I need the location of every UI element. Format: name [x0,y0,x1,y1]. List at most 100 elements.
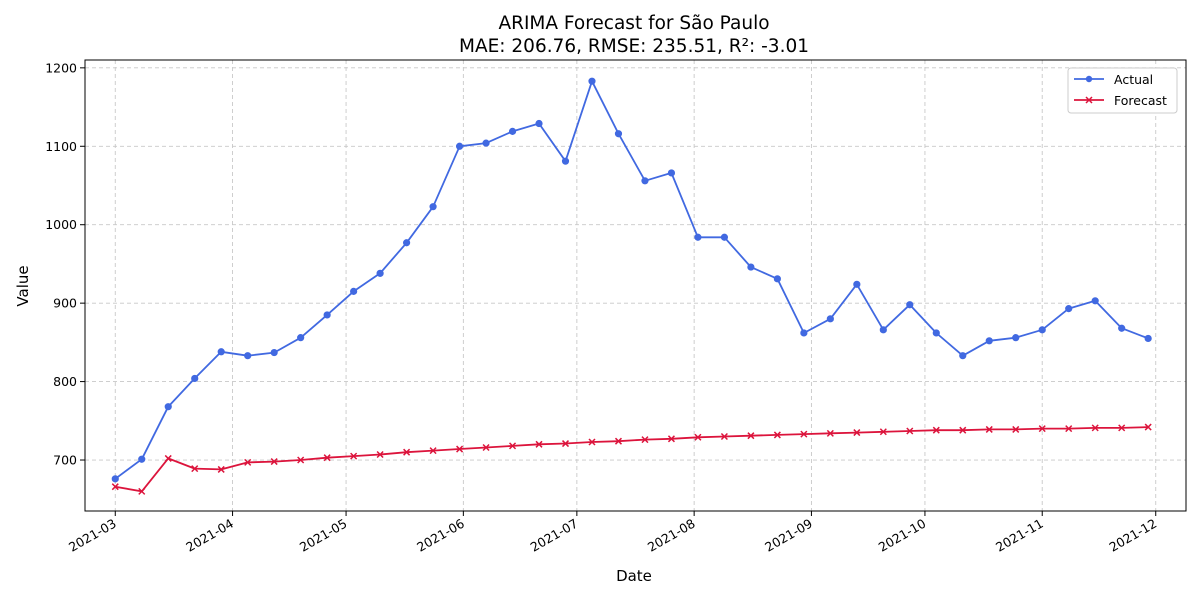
data-point-actual [1091,297,1099,305]
data-point-actual [508,127,517,135]
x-axis-label: Date [616,567,652,585]
data-point-actual [932,329,940,337]
data-point-actual [1144,334,1152,343]
data-point-actual [376,269,384,277]
data-point-actual [138,455,146,463]
y-tick-label: 700 [53,453,77,468]
data-point-actual [244,352,252,360]
data-point-actual [482,139,490,147]
data-point-forecast [482,443,490,451]
data-point-actual [694,233,702,241]
data-point-actual [959,352,967,360]
data-point-actual [111,475,119,483]
legend-actual-label: Actual [1114,72,1153,87]
data-point-actual [429,203,437,211]
data-point-forecast [191,465,199,473]
data-point-forecast [906,427,914,435]
series-line-forecast [115,426,1149,493]
data-point-forecast [879,428,887,436]
data-point-forecast [853,429,861,437]
data-point-actual [297,334,305,342]
chart-title: ARIMA Forecast for São Paulo [498,13,769,34]
data-point-actual [614,130,623,138]
data-point-forecast [535,440,543,448]
data-point-forecast [641,436,649,444]
data-point-forecast [323,454,331,462]
data-point-actual [164,403,172,411]
plot-frame [84,59,1187,512]
data-point-actual [1118,324,1126,332]
data-point-actual [455,142,464,150]
data-point-actual [323,311,331,319]
data-point-forecast [614,437,623,445]
data-point-forecast [350,452,358,460]
y-tick-label: 1200 [45,60,77,75]
y-tick-label: 800 [53,374,77,389]
data-point-forecast [403,448,411,456]
legend-actual-marker [1085,75,1093,83]
chart-subtitle: MAE: 206.76, RMSE: 235.51, R²: -3.01 [459,36,809,57]
data-point-forecast [297,456,305,464]
data-point-actual [1038,326,1046,334]
data-point-actual [270,348,278,357]
data-point-actual [1012,334,1020,342]
data-point-forecast [429,447,437,455]
data-point-forecast [932,426,940,434]
data-point-actual [800,329,808,337]
data-point-forecast [111,483,119,491]
data-point-forecast [667,435,675,443]
data-point-actual [1065,305,1073,313]
legend: Actual Forecast [1067,67,1178,114]
data-point-actual [853,280,861,288]
data-point-actual [773,275,781,283]
data-point-forecast [985,425,993,433]
data-point-actual [720,233,729,241]
data-point-forecast [138,487,146,495]
data-point-forecast [694,433,702,441]
legend-forecast-marker [1085,96,1093,104]
data-point-actual [588,77,596,85]
legend-forecast-label: Forecast [1114,93,1167,108]
data-point-actual [985,337,993,345]
data-point-forecast [747,432,755,440]
data-point-forecast [1091,424,1099,432]
data-point-forecast [1118,424,1126,432]
series-layer [111,77,1152,495]
y-tick-label: 1000 [45,217,77,232]
data-point-forecast [244,458,252,466]
data-point-forecast [217,465,225,473]
data-point-forecast [270,458,278,466]
data-point-forecast [376,450,384,459]
data-point-forecast [456,445,464,453]
data-point-actual [350,287,358,295]
grid [85,60,1186,511]
data-point-forecast [720,432,728,441]
y-tick-label: 900 [53,296,77,311]
data-point-actual [641,177,649,185]
data-point-actual [879,326,887,334]
data-point-forecast [561,440,570,448]
y-axis-label: Value [14,265,32,306]
data-point-actual [217,348,225,356]
data-point-forecast [1038,425,1046,433]
data-point-forecast [164,454,172,462]
data-point-actual [826,315,834,323]
data-point-forecast [773,431,781,439]
data-point-forecast [1144,423,1152,431]
data-point-forecast [826,429,834,437]
data-point-forecast [1065,425,1073,433]
data-point-actual [747,263,755,271]
data-point-actual [535,119,543,128]
series-line-actual [114,80,1149,480]
data-point-actual [561,157,570,165]
data-point-actual [191,374,199,383]
y-tick-label: 1100 [45,139,77,154]
data-point-forecast [800,430,808,438]
data-point-actual [402,239,411,247]
data-point-forecast [1012,425,1020,433]
data-point-forecast [588,438,596,446]
data-point-actual [906,301,914,309]
data-point-actual [667,169,676,177]
